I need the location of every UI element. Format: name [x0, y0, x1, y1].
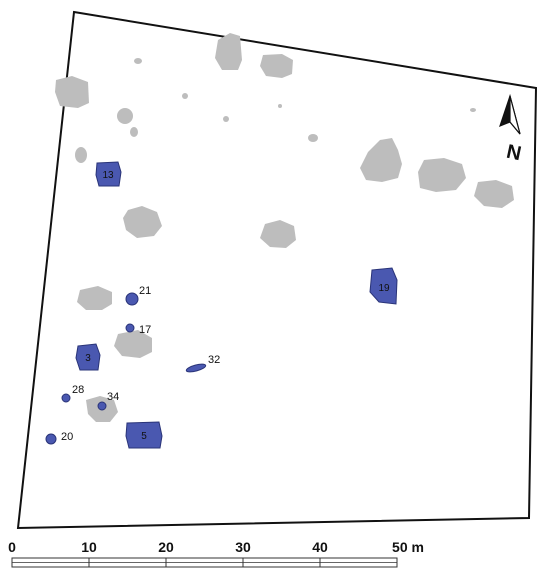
scale-tick-50: 50 m — [392, 539, 424, 555]
feature-5[interactable] — [125, 421, 163, 449]
feature-34-label: 34 — [107, 391, 119, 403]
grey-pit — [308, 134, 318, 142]
grey-pit — [114, 330, 152, 358]
feature-19-label: 19 — [378, 283, 390, 294]
grey-pit — [182, 93, 188, 99]
site-boundary — [16, 10, 538, 530]
feature-32-label: 32 — [208, 354, 220, 366]
feature-19[interactable] — [369, 267, 398, 305]
grey-pit — [130, 127, 138, 137]
feature-20[interactable] — [45, 433, 57, 445]
north-label: N — [504, 141, 523, 166]
grey-pit — [215, 33, 242, 70]
feature-21-label: 21 — [139, 285, 151, 297]
excavated-features — [45, 161, 398, 449]
grey-pit — [418, 158, 466, 192]
feature-32[interactable] — [185, 363, 207, 374]
north-arrow-icon: N — [499, 93, 523, 166]
feature-13-label: 13 — [102, 170, 114, 181]
grey-pit — [260, 54, 293, 78]
feature-28[interactable] — [61, 393, 71, 403]
feature-labels: 13 19 3 5 21 17 32 28 34 20 — [61, 170, 390, 443]
feature-5-label: 5 — [141, 431, 147, 442]
feature-3-label: 3 — [85, 353, 91, 364]
grey-pit — [474, 180, 514, 208]
feature-3[interactable] — [75, 343, 101, 371]
grey-pit — [360, 138, 402, 182]
scale-tick-30: 30 — [235, 539, 251, 555]
grey-pit — [223, 116, 229, 122]
grey-pit — [123, 206, 162, 238]
feature-13[interactable] — [95, 161, 122, 187]
scale-tick-20: 20 — [158, 539, 174, 555]
feature-21[interactable] — [125, 292, 139, 306]
scale-bar: 0 10 20 30 40 50 m — [8, 539, 424, 568]
grey-pit — [117, 108, 133, 124]
feature-17[interactable] — [125, 323, 135, 333]
scale-tick-40: 40 — [312, 539, 328, 555]
scale-tick-10: 10 — [81, 539, 97, 555]
grey-pit — [278, 104, 282, 108]
feature-34[interactable] — [97, 401, 107, 411]
scale-tick-0: 0 — [8, 539, 16, 555]
grey-pits — [55, 33, 514, 422]
feature-17-label: 17 — [139, 324, 151, 336]
grey-pit — [470, 108, 476, 112]
feature-28-label: 28 — [72, 384, 84, 396]
grey-pit — [77, 286, 112, 310]
grey-pit — [55, 76, 89, 108]
grey-pit — [75, 147, 87, 163]
grey-pit — [260, 220, 296, 248]
grey-pit — [134, 58, 142, 64]
feature-20-label: 20 — [61, 431, 73, 443]
